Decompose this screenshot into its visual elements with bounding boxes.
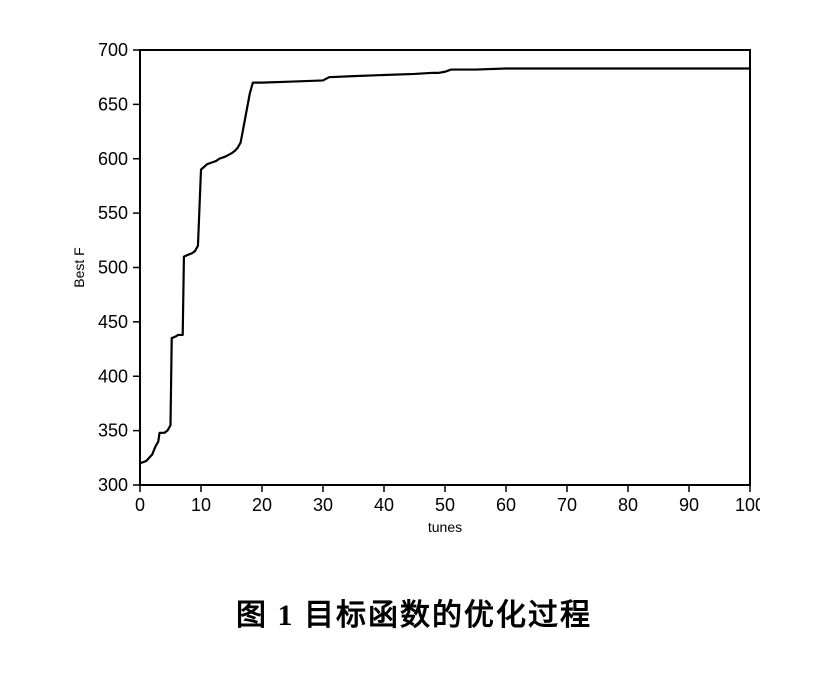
svg-text:550: 550 <box>98 203 128 223</box>
line-chart: 0 10 20 30 40 50 60 70 80 90 100 300 350 400 450 500 550… <box>70 40 760 540</box>
svg-text:80: 80 <box>618 495 638 515</box>
svg-text:tunes: tunes <box>428 519 462 535</box>
svg-text:600: 600 <box>98 149 128 169</box>
svg-text:50: 50 <box>435 495 455 515</box>
svg-text:500: 500 <box>98 258 128 278</box>
svg-text:350: 350 <box>98 421 128 441</box>
figure-caption: 图 1 目标函数的优化过程 <box>0 590 828 634</box>
svg-text:70: 70 <box>557 495 577 515</box>
svg-text:20: 20 <box>252 495 272 515</box>
svg-text:700: 700 <box>98 40 128 60</box>
svg-text:0: 0 <box>135 495 145 515</box>
svg-text:300: 300 <box>98 475 128 495</box>
svg-text:30: 30 <box>313 495 333 515</box>
svg-text:90: 90 <box>679 495 699 515</box>
svg-text:100: 100 <box>735 495 760 515</box>
svg-text:40: 40 <box>374 495 394 515</box>
svg-text:650: 650 <box>98 94 128 114</box>
svg-text:450: 450 <box>98 312 128 332</box>
chart-area: 0 10 20 30 40 50 60 70 80 90 100 300 350 400 450 500 550… <box>70 40 760 540</box>
svg-text:Best F: Best F <box>71 247 87 287</box>
svg-text:60: 60 <box>496 495 516 515</box>
svg-text:10: 10 <box>191 495 211 515</box>
svg-text:400: 400 <box>98 366 128 386</box>
